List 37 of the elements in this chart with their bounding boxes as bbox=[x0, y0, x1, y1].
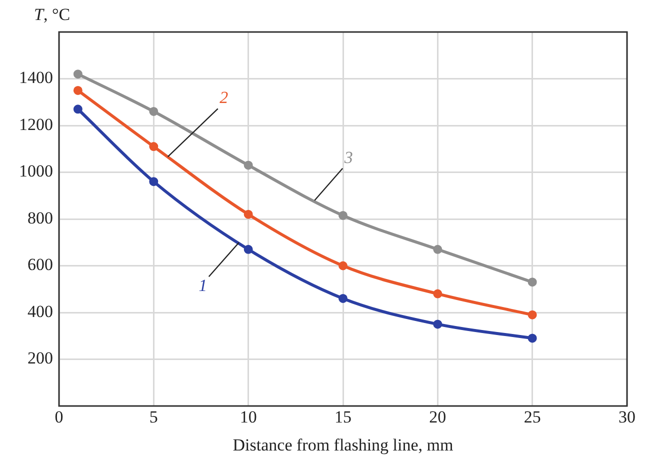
point bbox=[528, 334, 537, 343]
point bbox=[433, 320, 442, 329]
point bbox=[244, 244, 253, 254]
point bbox=[244, 210, 253, 219]
y-tick-label: 1200 bbox=[19, 114, 53, 134]
y-tick-label: 1000 bbox=[19, 162, 53, 181]
point bbox=[433, 244, 442, 254]
y-tick-label: 800 bbox=[28, 208, 53, 228]
point bbox=[73, 70, 82, 79]
point bbox=[433, 289, 442, 298]
x-tick-label: 20 bbox=[429, 408, 446, 427]
y-tick-label: 600 bbox=[28, 255, 53, 274]
x-tick-label: 25 bbox=[524, 408, 541, 427]
x-tick-label: 5 bbox=[149, 408, 158, 427]
point bbox=[338, 210, 348, 220]
point bbox=[338, 294, 348, 303]
point bbox=[149, 142, 158, 152]
point bbox=[528, 310, 537, 320]
point bbox=[73, 86, 82, 95]
point bbox=[73, 104, 82, 114]
point bbox=[528, 278, 537, 287]
point bbox=[149, 177, 158, 186]
point bbox=[244, 160, 253, 170]
x-tick-label: 15 bbox=[334, 408, 352, 427]
point bbox=[338, 261, 348, 270]
point bbox=[149, 106, 158, 116]
x-axis-title: Distance from flashing line, mm bbox=[232, 435, 454, 454]
y-tick-label: 400 bbox=[28, 302, 53, 321]
text: 1 bbox=[198, 276, 208, 296]
y-axis-title: T, °C bbox=[34, 5, 70, 24]
y-tick-label: 1400 bbox=[19, 68, 53, 88]
y-tick-label: 200 bbox=[28, 348, 53, 368]
x-tick-label: 10 bbox=[240, 408, 257, 427]
text: 3 bbox=[343, 148, 353, 167]
x-tick-label: 30 bbox=[618, 408, 636, 427]
x-tick-label: 0 bbox=[54, 408, 64, 427]
text: 2 bbox=[220, 88, 229, 108]
